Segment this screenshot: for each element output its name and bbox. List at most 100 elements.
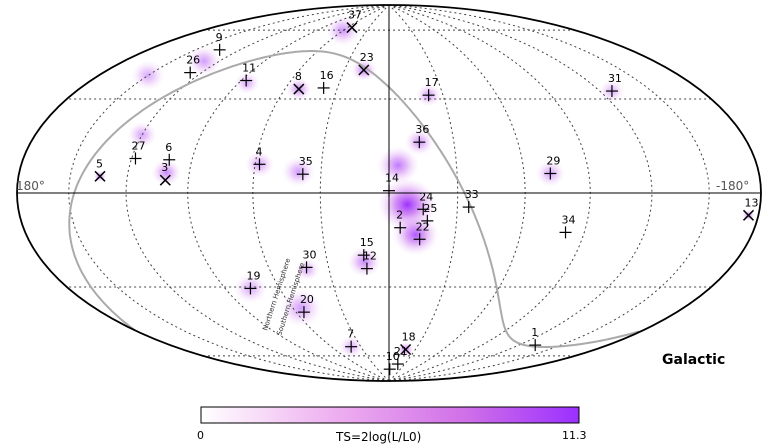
source-19: 19	[244, 269, 260, 295]
source-label-12: 12	[363, 250, 377, 263]
source-label-27: 27	[131, 139, 145, 152]
source-label-35: 35	[299, 155, 313, 168]
source-label-5: 5	[96, 157, 103, 170]
lon-label-left: 180°	[16, 179, 45, 193]
source-36: 36	[413, 123, 429, 149]
source-30: 30	[300, 248, 317, 274]
ts-blob-16	[131, 60, 165, 91]
source-label-30: 30	[303, 248, 317, 261]
source-8: 8	[293, 70, 305, 95]
source-label-7: 7	[347, 328, 354, 341]
source-label-2: 2	[396, 209, 403, 222]
meridian-120	[388, 5, 653, 381]
marker-x2-8	[293, 83, 305, 95]
marker-x2-37	[346, 22, 358, 34]
meridian--120	[125, 5, 390, 381]
hemisphere-boundary-curve	[68, 50, 640, 348]
hemisphere-curve	[68, 50, 640, 348]
ts-blob-9	[151, 159, 182, 186]
source-13: 13	[742, 196, 759, 221]
source-20: 20	[297, 293, 314, 319]
source-label-22: 22	[416, 220, 430, 233]
marker-x2-23	[358, 64, 370, 76]
source-label-21: 21	[394, 345, 408, 358]
ts-blob-19	[279, 289, 322, 327]
source-label-29: 29	[546, 155, 560, 168]
source-label-1: 1	[531, 326, 538, 339]
source-9: 9	[213, 31, 226, 56]
source-33: 33	[462, 188, 479, 214]
source-label-11: 11	[242, 62, 256, 75]
source-12: 12	[360, 250, 377, 275]
ts-blob-14	[326, 15, 360, 46]
source-25: 25	[421, 202, 437, 227]
source-label-19: 19	[246, 269, 260, 282]
source-label-20: 20	[300, 293, 314, 306]
source-label-25: 25	[423, 202, 437, 215]
source-label-9: 9	[216, 31, 223, 44]
source-label-6: 6	[165, 141, 172, 154]
source-label-14: 14	[385, 172, 399, 185]
source-11: 11	[240, 62, 256, 87]
ts-blob-15	[187, 45, 221, 77]
source-35: 35	[296, 155, 313, 181]
frame-label: Galactic	[662, 352, 725, 368]
ts-blob-22	[127, 121, 157, 149]
source-label-4: 4	[255, 145, 262, 158]
source-31: 31	[605, 72, 622, 98]
source-21: 21	[391, 345, 408, 371]
source-3: 3	[159, 161, 171, 186]
source-16: 16	[317, 69, 334, 94]
source-label-33: 33	[465, 188, 479, 201]
source-label-34: 34	[562, 213, 576, 226]
source-label-24: 24	[419, 190, 433, 203]
source-label-10: 10	[386, 350, 400, 363]
marker-x2-13	[742, 209, 755, 221]
source-26: 26	[184, 54, 200, 79]
source-34: 34	[559, 213, 576, 239]
source-6: 6	[163, 141, 176, 166]
ts-blob-20	[294, 258, 320, 281]
source-37: 37	[346, 9, 362, 34]
source-18: 18	[400, 331, 416, 356]
source-22: 22	[413, 220, 430, 246]
lon-label-right: -180°	[716, 179, 749, 193]
colorbar-max-label: 11.3	[562, 429, 587, 442]
colorbar-min-label: 0	[197, 429, 204, 442]
ts-blob-2	[377, 146, 420, 185]
source-label-15: 15	[360, 236, 374, 249]
ts-blob-3	[347, 246, 382, 278]
source-label-36: 36	[415, 123, 429, 136]
source-label-31: 31	[608, 72, 622, 85]
source-17: 17	[422, 76, 439, 102]
source-23: 23	[358, 51, 374, 76]
source-14: 14	[383, 172, 399, 197]
colorbar-title: TS=2log(L/L0)	[335, 430, 421, 444]
source-7: 7	[345, 328, 358, 353]
marker-x2-3	[159, 174, 171, 186]
source-label-13: 13	[745, 196, 759, 209]
source-label-26: 26	[186, 54, 200, 67]
source-label-8: 8	[295, 70, 302, 83]
source-label-3: 3	[161, 161, 168, 174]
source-24: 24	[417, 190, 433, 216]
source-15: 15	[357, 236, 374, 262]
source-5: 5	[94, 157, 106, 182]
ts-blob-23	[234, 71, 260, 95]
source-2: 2	[394, 209, 407, 234]
source-label-17: 17	[425, 76, 439, 89]
colorbar	[200, 406, 580, 424]
marker-x2-18	[400, 343, 412, 356]
source-markers: 1234567891011121314151617181920212223242…	[94, 9, 759, 376]
source-27: 27	[129, 139, 145, 165]
marker-x2-5	[94, 170, 106, 182]
source-4: 4	[253, 145, 266, 171]
source-label-23: 23	[360, 51, 374, 64]
source-label-37: 37	[348, 9, 362, 22]
source-label-18: 18	[402, 331, 416, 344]
source-29: 29	[544, 155, 560, 180]
source-1: 1	[529, 326, 542, 352]
source-label-16: 16	[320, 69, 334, 82]
